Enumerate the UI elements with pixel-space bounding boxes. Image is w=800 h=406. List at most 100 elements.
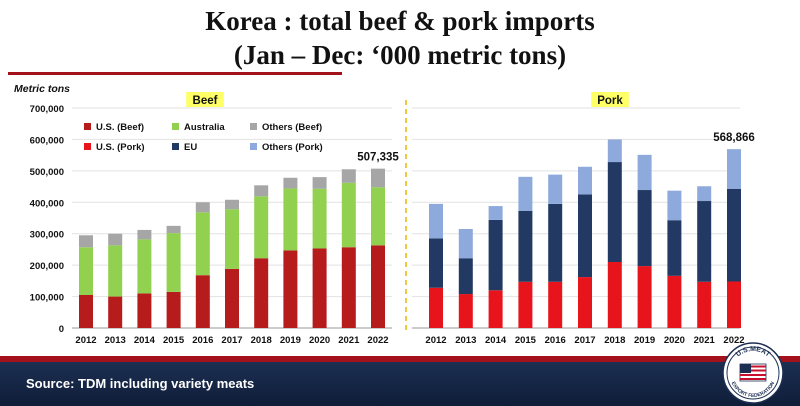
bar-eu-2022 <box>727 188 741 282</box>
bar-others_beef-2013 <box>108 233 123 246</box>
bar-us_pork-2021 <box>697 281 712 328</box>
source-note: Source: TDM including variety meats <box>26 376 255 391</box>
chart-title-line-2: (Jan – Dec: ‘000 metric tons) <box>233 40 567 70</box>
panel-title-highlight <box>591 92 629 107</box>
bar-us_pork-2019 <box>637 266 652 328</box>
bar-us_pork-2012 <box>429 287 443 328</box>
stacked-bar-chart: Metric tons 0 100,000 200,000 300,000 400,000… <box>14 83 755 346</box>
legend-label-us_pork: U.S. (Pork) <box>96 142 145 153</box>
y-tick-label: 600,000 <box>30 135 64 146</box>
bar-australia-2012 <box>79 247 93 295</box>
bar-eu-2018 <box>607 162 622 262</box>
x-tick-label: 2014 <box>134 335 156 346</box>
legend-swatch-others_beef <box>250 123 257 130</box>
bar-others_beef-2018 <box>254 185 269 197</box>
bar-us_pork-2013 <box>458 294 473 328</box>
bar-others_pork-2014 <box>488 206 503 220</box>
bar-eu-2014 <box>488 219 503 291</box>
legend-label-us_beef: U.S. (Beef) <box>96 122 144 133</box>
x-tick-label: 2018 <box>604 335 625 346</box>
total-annotation-beef: 507,335 <box>357 152 399 164</box>
bar-us_beef-2020 <box>312 248 327 328</box>
bar-us_beef-2014 <box>137 293 152 328</box>
bar-us_beef-2022 <box>371 245 385 328</box>
y-tick-label: 300,000 <box>30 230 64 241</box>
bar-us_beef-2021 <box>341 247 356 328</box>
legend-label-others_pork: Others (Pork) <box>262 142 323 153</box>
bar-us_beef-2019 <box>283 250 298 328</box>
bar-us_pork-2015 <box>518 281 533 328</box>
bar-us_pork-2020 <box>667 275 682 328</box>
bar-us_beef-2017 <box>225 268 239 328</box>
bar-us_beef-2012 <box>79 295 93 328</box>
x-tick-label: 2019 <box>280 335 301 346</box>
bar-eu-2012 <box>429 238 443 288</box>
panel-title-highlight <box>186 92 224 107</box>
panel-title-beef: Beef <box>193 95 218 107</box>
x-tick-label: 2017 <box>574 335 595 346</box>
bar-others_beef-2019 <box>283 177 298 189</box>
bar-others_beef-2017 <box>225 199 239 210</box>
bar-others_pork-2013 <box>458 229 473 259</box>
usmef-logo-icon: U.S.MEAT EXPORT FEDERATION <box>722 342 784 404</box>
bar-australia-2016 <box>195 212 210 276</box>
legend-swatch-australia <box>172 123 179 130</box>
bar-others_beef-2016 <box>195 202 210 213</box>
bar-australia-2022 <box>371 187 385 246</box>
bar-australia-2014 <box>137 239 152 294</box>
bar-australia-2019 <box>283 188 298 251</box>
bar-others_pork-2022 <box>727 149 741 189</box>
bar-us_beef-2018 <box>254 258 269 328</box>
total-annotation-pork: 568,866 <box>713 132 755 144</box>
x-tick-label: 2012 <box>75 335 96 346</box>
x-tick-label: 2022 <box>723 335 744 346</box>
bar-others_pork-2015 <box>518 176 533 211</box>
bar-us_beef-2015 <box>166 291 181 328</box>
bar-others_beef-2015 <box>166 225 181 234</box>
legend-swatch-others_pork <box>250 143 257 150</box>
bar-others_beef-2021 <box>341 169 356 183</box>
bar-eu-2020 <box>667 220 682 276</box>
bar-us_pork-2014 <box>488 290 503 328</box>
x-tick-label: 2021 <box>694 335 716 346</box>
bar-australia-2013 <box>108 245 123 297</box>
x-tick-label: 2017 <box>221 335 242 346</box>
bar-others_beef-2014 <box>137 229 152 240</box>
x-tick-label: 2022 <box>367 335 388 346</box>
y-axis-title: Metric tons <box>14 83 70 95</box>
x-tick-label: 2016 <box>545 335 566 346</box>
y-tick-label: 100,000 <box>30 293 64 304</box>
x-tick-label: 2012 <box>425 335 446 346</box>
panel-title-pork: Pork <box>597 95 623 107</box>
legend-swatch-eu <box>172 143 179 150</box>
bar-eu-2017 <box>578 194 592 278</box>
bar-others_pork-2016 <box>548 174 563 204</box>
bar-eu-2013 <box>458 258 473 295</box>
chart-title-line-1: Korea : total beef & pork imports <box>205 6 595 36</box>
bar-others_beef-2020 <box>312 177 327 189</box>
legend-label-others_beef: Others (Beef) <box>262 122 322 133</box>
bar-australia-2018 <box>254 196 269 259</box>
x-tick-label: 2020 <box>664 335 685 346</box>
bar-australia-2017 <box>225 209 239 269</box>
footer-bar: Source: TDM including variety meats U.S.… <box>0 342 800 406</box>
x-tick-label: 2016 <box>192 335 213 346</box>
bar-us_pork-2017 <box>578 277 592 328</box>
bar-eu-2016 <box>548 203 563 282</box>
title-underline <box>8 72 342 75</box>
bar-others_beef-2022 <box>371 168 385 188</box>
y-tick-label: 200,000 <box>30 261 64 272</box>
y-tick-label: 0 <box>59 324 64 335</box>
y-tick-label: 700,000 <box>30 104 64 115</box>
legend-label-eu: EU <box>184 142 197 153</box>
bar-eu-2021 <box>697 201 712 282</box>
bar-others_pork-2018 <box>607 139 622 163</box>
x-tick-label: 2013 <box>455 335 476 346</box>
y-tick-label: 500,000 <box>30 167 64 178</box>
bar-others_pork-2017 <box>578 166 592 195</box>
bar-australia-2021 <box>341 182 356 248</box>
bar-us_beef-2016 <box>195 275 210 328</box>
bar-us_pork-2018 <box>607 262 622 328</box>
x-tick-label: 2018 <box>251 335 272 346</box>
bar-others_pork-2020 <box>667 190 682 221</box>
